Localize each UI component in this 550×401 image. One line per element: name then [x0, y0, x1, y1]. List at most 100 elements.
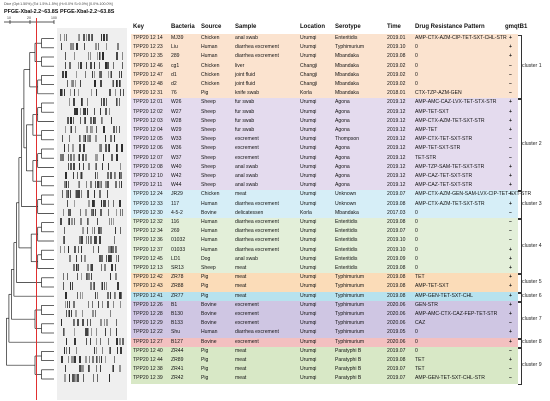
cell-source: Pig	[201, 366, 209, 373]
cell-location: Urumqi	[300, 255, 317, 262]
cell-key: TPP20 12 47	[133, 71, 163, 78]
cell-time: 2019.08	[387, 219, 406, 225]
cell-serotype: Mbandaka	[335, 62, 359, 69]
cell-source: Sheep	[201, 127, 216, 133]
cell-key: TPP20 12 43	[133, 283, 163, 290]
cell-source: Pig	[201, 283, 209, 290]
gel-lane	[57, 365, 127, 373]
cell-key: TPP20 12 13	[133, 265, 163, 271]
cell-sample: meat	[235, 366, 247, 373]
cell-key: TPP20 12 36	[133, 237, 163, 244]
cell-bacteria: B1	[171, 301, 178, 308]
cell-time: 2020.06	[387, 320, 406, 327]
cell-gmqtb1: −	[509, 209, 512, 216]
cell-serotype: Unknown	[335, 200, 357, 207]
cell-sample: excrement	[235, 320, 259, 327]
cluster-bracket	[518, 274, 522, 293]
cell-drug: 0	[415, 265, 418, 271]
table-row	[131, 356, 518, 366]
gel-lane	[57, 374, 127, 382]
cell-source: Pig	[201, 90, 209, 97]
cell-source: Human	[201, 237, 218, 244]
cell-drug: 0	[415, 329, 418, 336]
cell-bacteria: W27	[171, 108, 182, 115]
cell-drug: AMP-GEN-TET-SXT-CHL	[415, 292, 474, 299]
cell-time: 2019.12	[387, 108, 406, 115]
gel-lane	[57, 153, 127, 161]
cell-gmqtb1: −	[509, 228, 512, 235]
gel-lane	[57, 245, 127, 253]
cell-serotype: Mbandaka	[335, 81, 359, 87]
cluster-bracket	[518, 347, 522, 385]
cell-sample: joint fluid	[235, 81, 256, 87]
cell-sample: anal swab	[235, 173, 258, 179]
cell-time: 2019.07	[387, 228, 406, 235]
cluster-label: cluster 7	[522, 316, 542, 323]
column-header-key: Key	[133, 24, 145, 30]
table-row	[131, 273, 518, 283]
cell-drug: 0	[415, 347, 418, 354]
cell-serotype: Typhimurium	[335, 338, 365, 345]
cluster-label: cluster 1	[522, 63, 542, 70]
cell-time: 2019.07	[387, 375, 406, 382]
table-row	[131, 172, 518, 182]
cell-gmqtb1: +	[509, 357, 512, 363]
cell-serotype: Enteritidis	[335, 228, 358, 235]
cell-gmqtb1: −	[509, 219, 512, 225]
cell-bacteria: 01033	[171, 246, 186, 253]
cell-time: 2019.12	[387, 136, 406, 143]
cell-key: TPP20 12 14	[133, 35, 163, 41]
cluster-label: cluster 8	[522, 339, 542, 346]
cell-serotype: Agona	[335, 163, 350, 170]
cell-bacteria: ZR41	[171, 366, 184, 373]
table-row	[131, 346, 518, 356]
cell-location: Urumqi	[300, 136, 317, 143]
cell-serotype: Paratyphi B	[335, 366, 362, 373]
gel-lane	[57, 218, 127, 226]
table-row	[131, 291, 518, 301]
cell-bacteria: d1	[171, 71, 177, 78]
cell-location: Urumqi	[300, 320, 317, 327]
cell-location: Urumqi	[300, 200, 317, 207]
cell-location: Korla	[300, 209, 312, 216]
cell-location: Urumqi	[300, 127, 317, 133]
cluster-label: cluster 3	[522, 201, 542, 208]
cell-gmqtb1: +	[509, 292, 512, 299]
cell-drug: 0	[415, 219, 418, 225]
cell-bacteria: ZR88	[171, 283, 184, 290]
cell-time: 2019.10	[387, 237, 406, 244]
cell-source: Bovine	[201, 311, 217, 317]
cell-sample: diarrhea excrement	[235, 200, 279, 207]
cell-time: 2017.03	[387, 209, 406, 216]
cell-location: Urumqi	[300, 375, 317, 382]
cell-key: TPP20 12 33	[133, 200, 163, 207]
cell-gmqtb1: +	[509, 329, 512, 336]
scale-tick-label: 20	[27, 16, 31, 20]
cell-key: TPP20 12 06	[133, 145, 163, 152]
cell-key: TPP20 12 35	[133, 53, 163, 60]
cell-sample: meat	[235, 375, 247, 382]
cell-time: 2019.10	[387, 246, 406, 253]
cell-sample: anal swab	[235, 255, 258, 262]
gel-lane	[57, 43, 127, 51]
cell-bacteria: B130	[171, 311, 183, 317]
cell-gmqtb1: −	[509, 237, 512, 244]
cell-source: Sheep	[201, 173, 216, 179]
cell-gmqtb1: +	[509, 191, 512, 198]
cell-sample: excrement	[235, 311, 259, 317]
table-row	[131, 107, 518, 117]
cell-gmqtb1: +	[509, 265, 512, 271]
column-header-bacteria: Bacteria	[171, 24, 195, 30]
cell-sample: diarrhea excrement	[235, 53, 279, 60]
table-row	[131, 365, 518, 375]
cell-time: 2019.12	[387, 117, 406, 124]
cell-sample: fur swab	[235, 99, 255, 106]
cell-drug: AMP-CTX-AZM-TET-SXT-STR	[415, 200, 485, 207]
cell-gmqtb1: −	[509, 366, 512, 373]
gel-title: PFGE-XbaI-2.2~63.8S	[60, 9, 115, 15]
cell-sample: meat	[235, 265, 247, 271]
cell-sample: liver	[235, 62, 245, 69]
cell-drug: TET	[415, 274, 425, 281]
cell-sample: diarrhea excrement	[235, 246, 279, 253]
gel-lane	[57, 190, 127, 198]
